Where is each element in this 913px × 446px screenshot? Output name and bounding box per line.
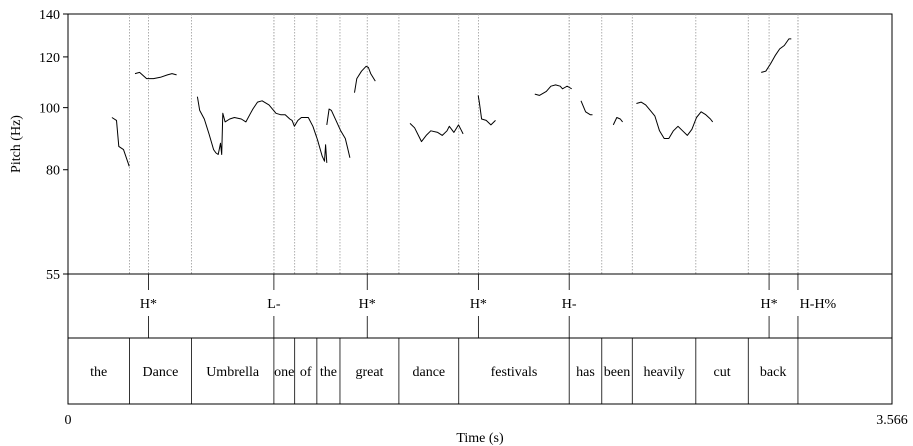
word-boundary-lines <box>129 14 799 404</box>
pitch-contour-segment <box>326 108 351 158</box>
pitch-contour-segment <box>111 117 130 167</box>
pitch-contour-segment <box>354 65 376 93</box>
tone-labels: H* L- H* H* H- H* H-H% <box>140 297 837 312</box>
y-tick-label: 80 <box>46 164 60 179</box>
y-tick-label: 55 <box>46 268 60 283</box>
word-tier-frame <box>67 337 893 405</box>
word-label: dance <box>412 365 445 380</box>
x-tick-label-start: 0 <box>65 413 72 428</box>
pitch-contours <box>111 38 792 167</box>
pitch-contour-segment <box>196 96 328 163</box>
word-label: one <box>274 365 294 380</box>
pitch-contour-segment <box>612 117 623 126</box>
pitch-contour-segment <box>636 101 714 139</box>
tone-label: H* <box>140 297 157 312</box>
y-tick-label: 120 <box>39 51 60 66</box>
y-axis-ticks: 55 80 100 120 140 <box>39 8 68 283</box>
pitch-contour-segment <box>761 38 792 73</box>
x-tick-label-end: 3.566 <box>876 413 908 428</box>
word-label: back <box>760 365 786 380</box>
word-labels: the Dance Umbrella one of the great dance festiv… <box>90 365 786 380</box>
word-label: of <box>300 365 312 380</box>
word-label: has <box>576 365 595 380</box>
word-label: heavily <box>643 365 684 380</box>
tone-label: H* <box>359 297 376 312</box>
pitch-contour-segment <box>477 95 496 126</box>
word-label: cut <box>713 365 730 380</box>
pitch-contour-segment <box>134 71 177 80</box>
word-label: Umbrella <box>206 365 260 380</box>
tone-label: H- <box>562 297 577 312</box>
tone-label: L- <box>267 297 281 312</box>
word-label: been <box>604 365 630 380</box>
word-label: great <box>355 365 383 380</box>
y-tick-label: 100 <box>39 102 60 117</box>
x-axis-label: Time (s) <box>456 431 504 446</box>
pitch-contour-segment <box>580 100 593 116</box>
word-label: Dance <box>143 365 179 380</box>
y-axis-label: Pitch (Hz) <box>9 115 24 173</box>
word-label: the <box>320 365 337 380</box>
pitch-contour-segment <box>409 123 464 143</box>
tone-label: H* <box>470 297 487 312</box>
pitch-contour-segment <box>534 84 572 96</box>
word-label: festivals <box>491 365 538 380</box>
tone-marker-lines <box>148 14 799 338</box>
word-label: the <box>90 365 107 380</box>
tone-label: H-H% <box>800 297 837 312</box>
tone-label: H* <box>761 297 778 312</box>
y-tick-label: 140 <box>39 8 60 23</box>
